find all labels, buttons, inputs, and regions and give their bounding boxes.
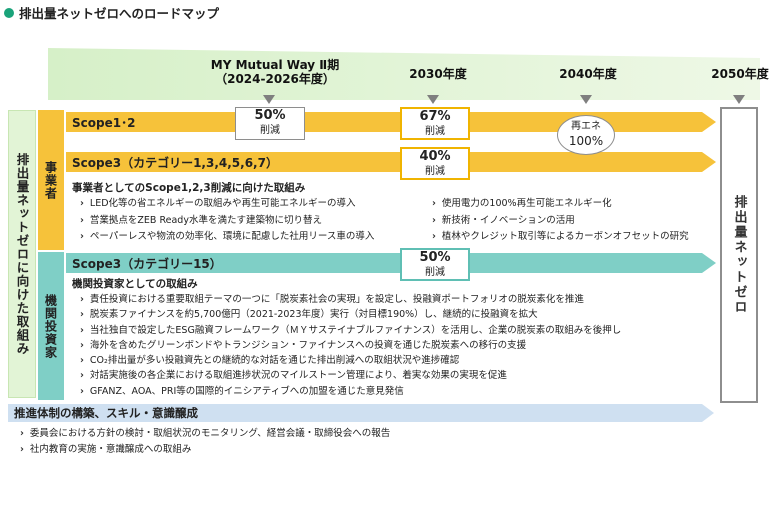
- list-item: CO₂排出量が多い投融資先との継続的な対話を通じた排出削減への取組状況や進捗確認: [80, 353, 621, 368]
- investor-label: 機関投資家: [43, 293, 58, 359]
- year-2030-label: 2030年度: [409, 67, 467, 81]
- scope3b-arrow: [66, 253, 716, 273]
- list-item: ペーパーレスや物流の効率化、環境に配慮した社用リース車の導入: [80, 229, 374, 246]
- target-value: 50%: [254, 108, 286, 123]
- list-item: 新技術・イノベーションの活用: [432, 213, 689, 230]
- circle-bullet-icon: [4, 8, 14, 18]
- investor-section-heading: 機関投資家としての取組み: [72, 278, 198, 290]
- scope3a-2030-target-box: 40% 削減: [400, 147, 470, 180]
- business-label-block: 事業者: [38, 110, 64, 250]
- left-vertical-banner: 排出量ネットゼロに向けた取組み: [8, 110, 36, 398]
- mid-plan-line1: MY Mutual Way Ⅱ期: [210, 58, 340, 72]
- target-sub: 削減: [425, 166, 445, 177]
- down-triangle-icon: [427, 95, 439, 104]
- list-item: 委員会における方針の検討・取組状況のモニタリング、経営会議・取締役会への報告: [20, 426, 390, 442]
- bottom-bar-label: 推進体制の構築、スキル・意識醸成: [14, 406, 198, 420]
- net-zero-goal-label: 排出量ネットゼロ: [731, 195, 747, 315]
- target-value: 50%: [419, 250, 451, 265]
- scope12-label: Scope1･2: [72, 115, 136, 130]
- business-label: 事業者: [43, 160, 58, 200]
- year-2050-label: 2050年度: [711, 67, 769, 81]
- business-section-heading: 事業者としてのScope1,2,3削減に向けた取組み: [72, 182, 306, 194]
- bottom-arrow: [8, 404, 714, 422]
- business-right-list: 使用電力の100%再生可能エネルギー化 新技術・イノベーションの活用 植林やクレ…: [432, 196, 689, 246]
- business-left-list: LED化等の省エネルギーの取組みや再生可能エネルギーの導入 営業拠点をZEB R…: [80, 196, 374, 246]
- down-triangle-icon: [733, 95, 745, 104]
- target-sub: 削減: [425, 126, 445, 137]
- net-zero-goal-column: 排出量ネットゼロ: [720, 107, 758, 403]
- target-sub: 削減: [260, 125, 280, 136]
- list-item: GFANZ、AOA、PRI等の国際的イニシアティブへの加盟を通じた意見発信: [80, 384, 621, 399]
- investor-label-block: 機関投資家: [38, 252, 64, 400]
- target-value: 67%: [419, 109, 451, 124]
- list-item: 対話実施後の各企業における取組進捗状況のマイルストーン管理により、着実な効果の実…: [80, 368, 621, 383]
- year-2040-label: 2040年度: [559, 67, 617, 81]
- list-item: 責任投資における重要取組テーマの一つに「脱炭素社会の実現」を設定し、投融資ポート…: [80, 292, 621, 307]
- list-item: LED化等の省エネルギーの取組みや再生可能エネルギーの導入: [80, 196, 374, 213]
- list-item: 植林やクレジット取引等によるカーボンオフセットの研究: [432, 229, 689, 246]
- mid-term-plan-label: MY Mutual Way Ⅱ期 （2024-2026年度）: [200, 58, 350, 86]
- scope3b-label: Scope3（カテゴリー15）: [72, 256, 222, 271]
- scope3b-2030-target-box: 50% 削減: [400, 248, 470, 281]
- list-item: 脱炭素ファイナンスを約5,700億円（2021-2023年度）実行（対目標190…: [80, 307, 621, 322]
- bottom-list: 委員会における方針の検討・取組状況のモニタリング、経営会議・取締役会への報告 社…: [20, 426, 390, 458]
- scope12-2026-target-box: 50% 削減: [235, 107, 305, 140]
- scope3a-arrow: [66, 152, 716, 172]
- page-title: 排出量ネットゼロへのロードマップ: [19, 6, 220, 21]
- timeline-wedge: [48, 48, 760, 100]
- list-item: 当社独自で設定したESG融資フレームワーク（ＭＹサステイナブルファイナンス）を活…: [80, 323, 621, 338]
- renewable-100-oval: 再エネ 100%: [557, 115, 615, 155]
- left-vertical-label: 排出量ネットゼロに向けた取組み: [14, 152, 30, 356]
- mid-plan-line2: （2024-2026年度）: [215, 72, 335, 86]
- list-item: 営業拠点をZEB Ready水準を満たす建築物に切り替え: [80, 213, 374, 230]
- scope12-arrow: [66, 112, 716, 132]
- down-triangle-icon: [580, 95, 592, 104]
- list-item: 海外を含めたグリーンボンドやトランジション・ファイナンスへの投資を通じた脱炭素へ…: [80, 338, 621, 353]
- down-triangle-icon: [263, 95, 275, 104]
- scope3a-label: Scope3（カテゴリー1,3,4,5,6,7）: [72, 155, 278, 170]
- scope12-2030-target-box: 67% 削減: [400, 107, 470, 140]
- target-sub: 削減: [425, 267, 445, 278]
- list-item: 社内教育の実施・意識醸成への取組み: [20, 442, 390, 458]
- oval-line2: 100%: [568, 134, 604, 148]
- oval-line1: 再エネ: [571, 121, 601, 132]
- list-item: 使用電力の100%再生可能エネルギー化: [432, 196, 689, 213]
- target-value: 40%: [419, 149, 451, 164]
- investor-list: 責任投資における重要取組テーマの一つに「脱炭素社会の実現」を設定し、投融資ポート…: [80, 292, 621, 399]
